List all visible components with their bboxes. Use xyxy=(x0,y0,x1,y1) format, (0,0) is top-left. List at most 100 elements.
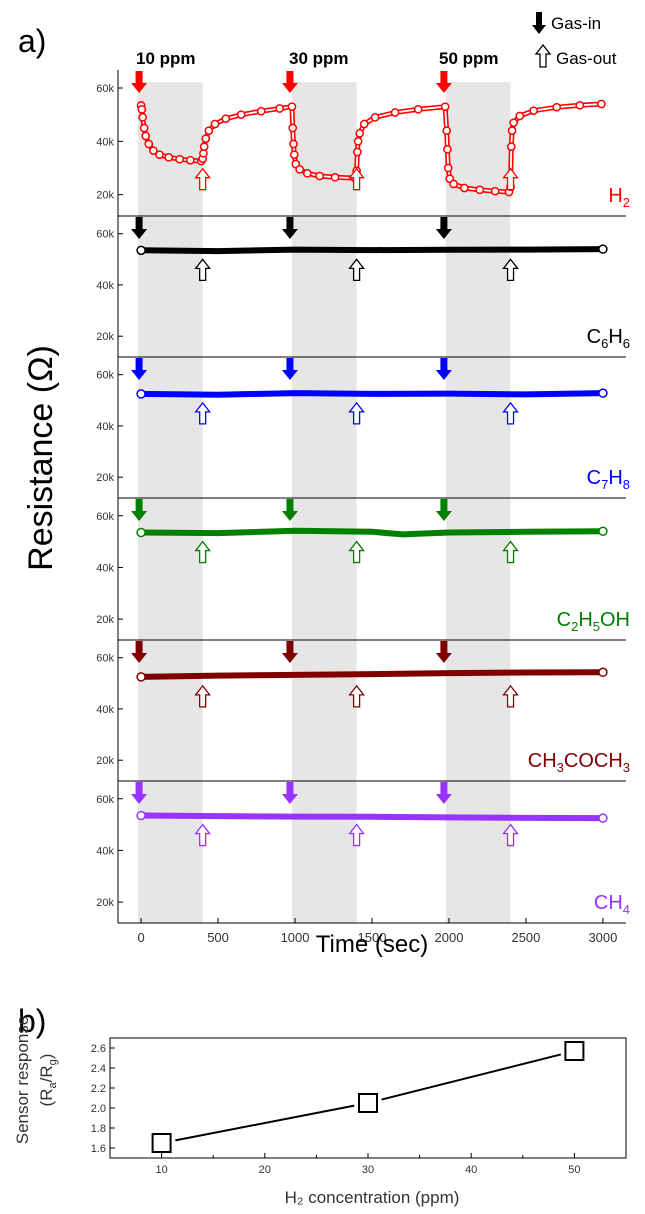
subplot-2: 20k 40k 60k C6H6 xyxy=(96,215,630,351)
data-point xyxy=(137,104,147,114)
legend: Gas-in Gas-out xyxy=(532,12,617,68)
subplot-4: 20k 40k 60k C2H5OH xyxy=(96,497,630,634)
gas-out-arrow xyxy=(348,167,365,191)
subplot-6: 20k 40k 60k CH4 xyxy=(96,780,630,917)
y-tick-label: 60k xyxy=(96,511,114,523)
data-point xyxy=(506,142,516,152)
data-point xyxy=(287,102,297,112)
gas-out-arrow xyxy=(348,401,365,425)
series-line-5 xyxy=(138,669,606,680)
subplot-1: 20k 40k 60k H2 xyxy=(96,71,630,210)
panel-a-x-tick-label: 0 xyxy=(137,930,144,945)
gas-out-arrow xyxy=(502,684,519,708)
data-point xyxy=(359,119,369,129)
gas-out-arrow xyxy=(348,684,365,708)
data-point xyxy=(529,106,538,116)
panel-a-x-tick-label: 1000 xyxy=(281,930,310,945)
data-point xyxy=(201,134,211,144)
panel-b-x-axis-title: H₂ concentration (ppm) xyxy=(285,1188,460,1207)
data-point xyxy=(449,179,458,189)
gas-out-arrow xyxy=(502,823,519,847)
gas-out-arrow xyxy=(348,823,365,847)
gas-in-arrow xyxy=(435,217,452,239)
data-point xyxy=(155,150,164,160)
data-point xyxy=(175,154,184,164)
data-point xyxy=(221,114,231,124)
gas-in-arrow xyxy=(281,358,298,380)
data-point xyxy=(289,139,298,149)
gas-in-arrow xyxy=(281,641,298,663)
panel-b-x-tick-label: 10 xyxy=(155,1164,167,1176)
gas-in-arrow xyxy=(131,217,148,239)
panel-a-x-tick-label: 2500 xyxy=(511,930,540,945)
data-point xyxy=(598,244,608,254)
gas-exposure-window-2 xyxy=(291,82,357,923)
data-point xyxy=(236,110,246,120)
data-point xyxy=(295,164,304,174)
gas-out-arrow xyxy=(348,258,365,281)
gas-out-arrow xyxy=(502,258,519,281)
data-point xyxy=(136,389,146,399)
panel-b-x-tick-label: 20 xyxy=(259,1164,271,1176)
gas-out-arrow xyxy=(194,258,211,281)
gas-in-arrow xyxy=(435,641,452,663)
data-point xyxy=(598,813,608,823)
data-point xyxy=(136,527,146,538)
gas-out-legend-label: Gas-out xyxy=(556,49,617,68)
data-point xyxy=(289,150,299,160)
gas-in-arrow xyxy=(435,71,452,93)
gas-in-arrow xyxy=(281,217,298,239)
series-label-2: C6H6 xyxy=(587,326,630,351)
panel-a-chart: 0 500 1000 1500 2000 2500 3000 20k 40k 60k H2 20k 40… xyxy=(96,70,630,945)
panel-b-x-tick-label: 30 xyxy=(362,1164,374,1176)
subplot-5: 20k 40k 60k CH3COCH3 xyxy=(96,639,630,775)
gas-exposure-window-1 xyxy=(138,82,203,923)
y-tick-label: 40k xyxy=(96,421,114,433)
panel-b-y-axis-title-line1: Sensor response xyxy=(13,1016,32,1145)
panel-a-x-axis-title: Time (sec) xyxy=(316,931,428,958)
gas-out-arrow xyxy=(502,167,519,191)
series-line-3 xyxy=(138,390,606,398)
data-point xyxy=(353,147,362,157)
data-point xyxy=(490,186,500,196)
y-tick-label: 40k xyxy=(96,845,114,857)
gas-in-arrow xyxy=(435,358,452,380)
y-tick-label: 20k xyxy=(96,472,114,484)
data-point xyxy=(575,100,585,110)
gas-in-arrow xyxy=(131,641,148,663)
gas-out-arrow xyxy=(194,684,211,708)
series-line-2 xyxy=(138,246,606,255)
data-point xyxy=(164,152,174,162)
panel-b-y-tick-label: 2.6 xyxy=(91,1043,106,1055)
gas-in-legend-label: Gas-in xyxy=(551,14,601,33)
panel-b-y-axis-title-line2: (Ra/Rg) xyxy=(37,1054,59,1107)
data-point xyxy=(598,526,608,536)
data-point xyxy=(443,144,452,154)
data-point xyxy=(186,155,195,165)
panel-a-x-tick-label: 500 xyxy=(207,930,229,945)
data-point xyxy=(136,245,146,256)
concentration-label-10ppm: 10 ppm xyxy=(136,49,196,68)
gas-exposure-window-3 xyxy=(445,82,511,923)
data-point xyxy=(302,168,312,178)
gas-in-arrow xyxy=(131,782,148,804)
series-label-4: C2H5OH xyxy=(557,609,630,634)
gas-in-arrow xyxy=(435,782,452,804)
panel-b-data-point xyxy=(151,1133,172,1153)
gas-in-arrow xyxy=(281,782,298,804)
data-point xyxy=(353,136,363,146)
panel-b-data-point xyxy=(564,1041,585,1061)
gas-out-arrow xyxy=(194,540,211,564)
panel-b-y-tick-label: 2.0 xyxy=(91,1103,106,1115)
gas-out-legend-arrow xyxy=(534,43,552,68)
panel-a-x-tick-label: 2000 xyxy=(435,930,464,945)
data-point xyxy=(355,128,365,138)
gas-in-arrow xyxy=(281,71,298,93)
data-point xyxy=(475,185,485,195)
panel-b-y-tick-label: 2.4 xyxy=(91,1063,106,1075)
panel-a-x-tick-label: 1500 xyxy=(358,930,387,945)
concentration-label-30ppm: 30 ppm xyxy=(289,49,349,68)
data-point xyxy=(275,104,284,113)
data-point xyxy=(199,142,209,152)
